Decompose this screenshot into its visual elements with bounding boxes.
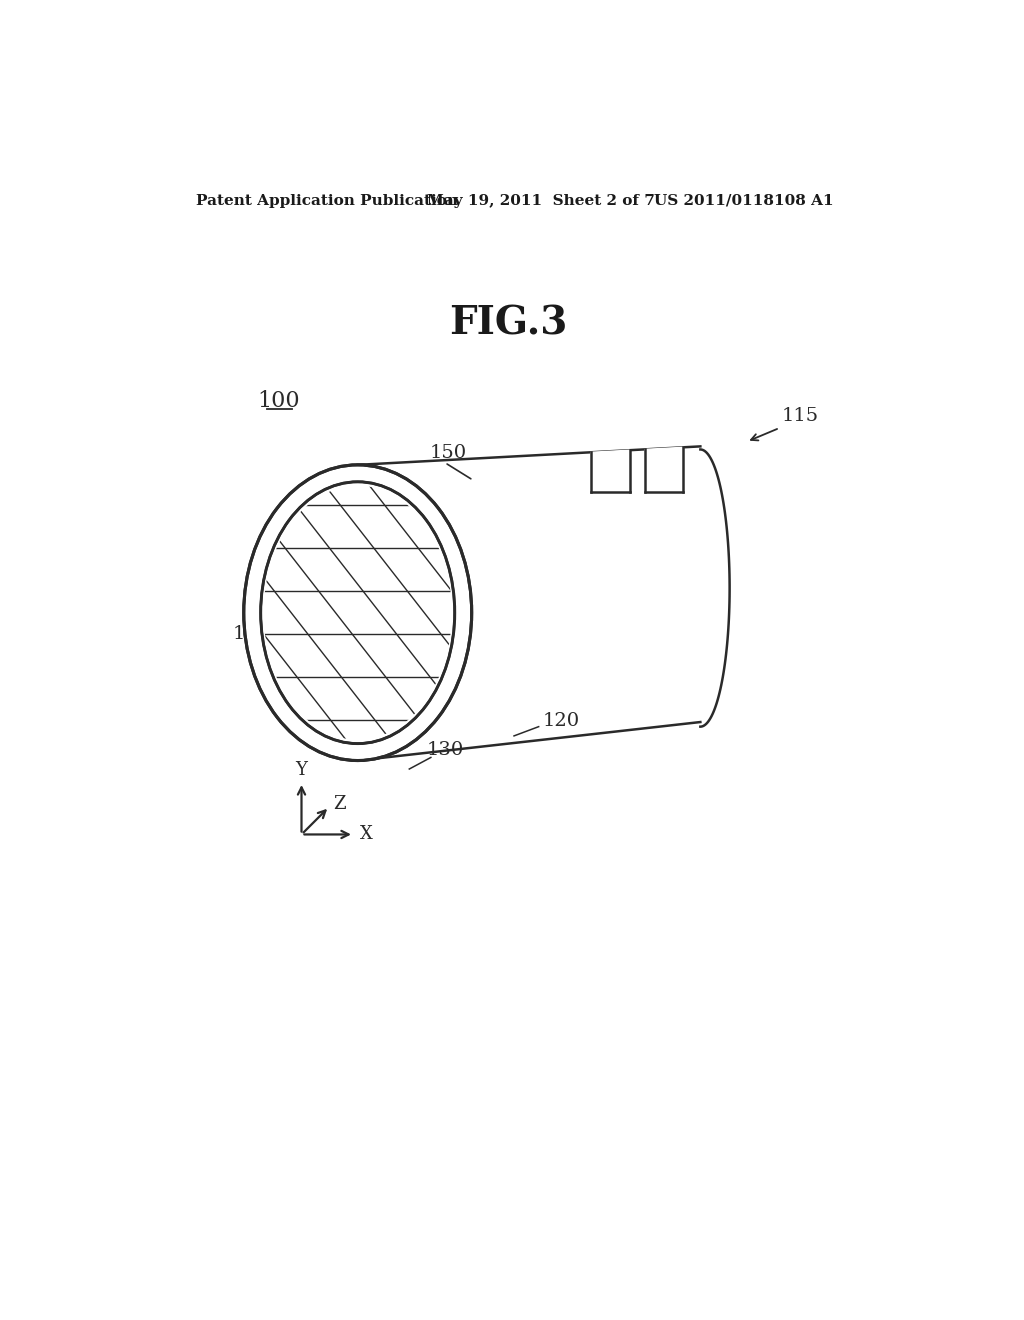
Text: US 2011/0118108 A1: US 2011/0118108 A1: [654, 194, 834, 207]
Text: X: X: [359, 825, 373, 843]
Text: Y: Y: [296, 760, 307, 779]
Ellipse shape: [244, 465, 472, 760]
Text: 130: 130: [296, 589, 334, 606]
Polygon shape: [645, 447, 683, 492]
Text: May 19, 2011  Sheet 2 of 7: May 19, 2011 Sheet 2 of 7: [427, 194, 655, 207]
Text: 130: 130: [307, 689, 345, 706]
Text: 110: 110: [233, 626, 270, 643]
Text: 135: 135: [275, 648, 312, 667]
Text: 150: 150: [429, 444, 467, 462]
Polygon shape: [591, 450, 630, 492]
Polygon shape: [357, 446, 700, 760]
Text: Z: Z: [334, 795, 346, 813]
Text: Patent Application Publication: Patent Application Publication: [196, 194, 458, 207]
Polygon shape: [700, 449, 730, 726]
Ellipse shape: [261, 482, 455, 743]
Text: 130: 130: [427, 741, 464, 759]
Text: 120: 120: [543, 711, 580, 730]
Text: 130: 130: [368, 487, 404, 504]
Text: FIG.3: FIG.3: [449, 305, 567, 343]
Text: 100: 100: [257, 389, 300, 412]
Text: 115: 115: [781, 408, 818, 425]
